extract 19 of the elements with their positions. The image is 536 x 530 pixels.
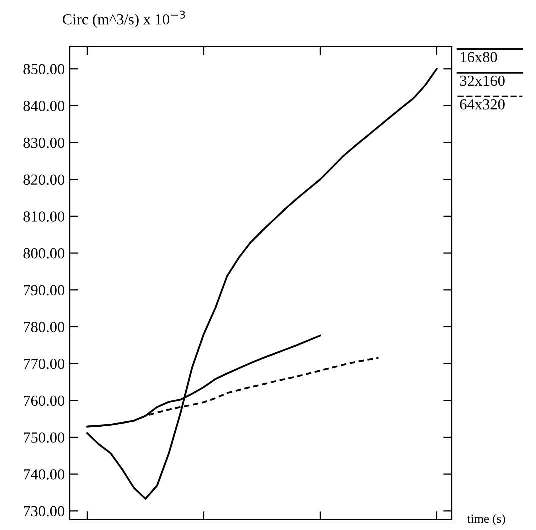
y-axis-title: Circ (m^3/s) x 10$^{−3}$ (62, 10, 186, 28)
y-tick-label: 750.00 (24, 432, 65, 443)
x-axis-title: time (s) (467, 514, 506, 526)
y-tick-label: 810.00 (24, 212, 65, 222)
y-tick-label: 740.00 (24, 469, 65, 480)
y-tick-label: 730.00 (24, 506, 65, 517)
y-tick-label: 830.00 (24, 138, 65, 148)
y-tick-label: 820.00 (24, 174, 65, 186)
y-tick-label: 850.00 (24, 64, 65, 75)
legend-label: 16x80 (460, 52, 498, 62)
y-tick-label: 760.00 (24, 396, 65, 406)
legend-label: 32x160 (460, 76, 505, 86)
y-tick-label: 800.00 (24, 248, 65, 259)
y-tick-label: 770.00 (24, 358, 65, 370)
y-tick-label: 840.00 (24, 101, 65, 112)
y-tick-label: 790.00 (24, 285, 65, 296)
line-series (86, 68, 438, 500)
legend-label: 64x320 (460, 99, 505, 110)
y-tick-label: 780.00 (24, 322, 65, 332)
